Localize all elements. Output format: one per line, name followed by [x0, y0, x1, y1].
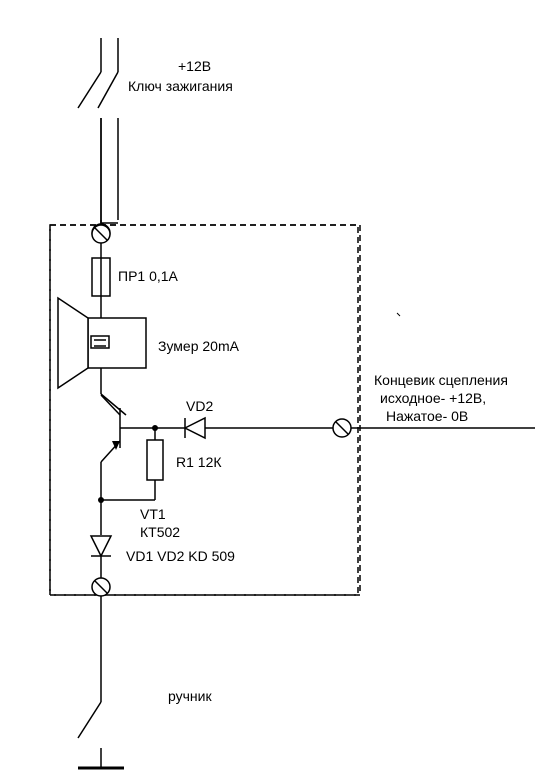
clutch-line2-label: исходное- +12В,	[380, 390, 486, 406]
ignition-key-label: Ключ зажигания	[128, 78, 233, 94]
r1-label: R1 12К	[176, 454, 222, 470]
vd2-label: VD2	[186, 398, 213, 414]
vt1-label: VT1	[140, 506, 166, 522]
diodes-label: VD1 VD2 KD 509	[126, 548, 235, 564]
handbrake-label: ручник	[168, 688, 212, 704]
switch-lever	[98, 72, 118, 108]
buzzer-label: Зумер 20mA	[158, 338, 239, 354]
fuse-label: ПР1 0,1А	[118, 268, 178, 284]
clutch-line3-label: Нажатое- 0В	[386, 408, 468, 424]
vt1-model-label: КТ502	[140, 524, 180, 540]
supply-label: +12В	[178, 58, 211, 74]
clutch-title-label: Концевик сцепления	[374, 372, 508, 388]
